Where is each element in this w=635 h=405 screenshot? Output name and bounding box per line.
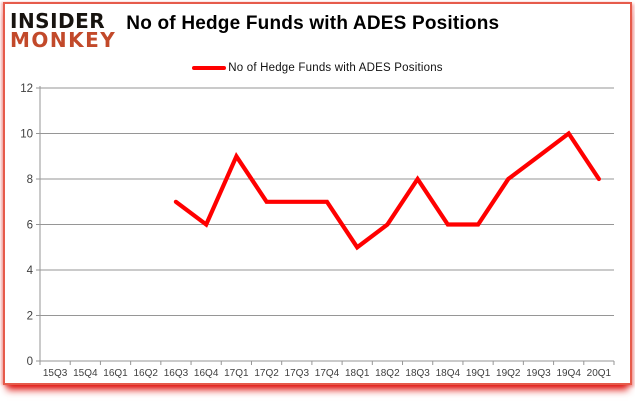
x-axis-label: 18Q3 — [405, 368, 430, 379]
x-axis-label: 18Q4 — [436, 368, 461, 379]
x-axis-label: 17Q4 — [315, 368, 340, 379]
logo-insider: INSIDER — [10, 9, 106, 33]
y-axis-label: 0 — [27, 356, 33, 368]
y-axis-label: 2 — [27, 311, 33, 323]
x-axis-label: 16Q4 — [194, 368, 219, 379]
y-axis-label: 8 — [27, 174, 33, 186]
x-axis-label: 19Q1 — [466, 368, 491, 379]
x-axis-label: 20Q1 — [587, 368, 612, 379]
legend-line-swatch — [192, 65, 227, 71]
x-axis-label: 15Q3 — [43, 368, 68, 379]
x-axis-label: 16Q3 — [164, 368, 189, 379]
legend-label: No of Hedge Funds with ADES Positions — [228, 62, 443, 74]
x-axis-label: 19Q2 — [496, 368, 521, 379]
chart-legend: No of Hedge Funds with ADES Positions — [5, 60, 630, 76]
x-axis-label: 17Q1 — [224, 368, 249, 379]
chart-title: No of Hedge Funds with ADES Positions — [126, 13, 500, 34]
chart-frame: 0 2 4 6 8 10 12 15Q3 15Q4 16Q1 16Q2 16Q3 16Q4 17Q1 17Q… — [3, 2, 632, 385]
x-axis-label: 16Q2 — [134, 368, 159, 379]
x-axis-label: 19Q3 — [526, 368, 551, 379]
logo-monkey: MONKEY — [10, 28, 117, 52]
chart-header: INSIDER MONKEY No of Hedge Funds with AD… — [10, 9, 625, 57]
y-axis-label: 10 — [20, 129, 33, 141]
x-axis-label: 16Q1 — [103, 368, 128, 379]
x-axis-label: 18Q1 — [345, 368, 370, 379]
x-axis-label: 17Q3 — [285, 368, 310, 379]
insider-monkey-logo: INSIDER MONKEY — [10, 9, 117, 52]
x-axis-label: 15Q4 — [73, 368, 98, 379]
series-line — [173, 130, 601, 251]
y-axis-label: 6 — [27, 220, 33, 232]
plot-area: 0 2 4 6 8 10 12 15Q3 15Q4 16Q1 16Q2 16Q3 16Q4 17Q1 17Q… — [20, 83, 615, 379]
y-axis-label: 4 — [27, 265, 34, 277]
x-axis-label: 17Q2 — [254, 368, 279, 379]
x-axis-label: 19Q4 — [556, 368, 581, 379]
y-axis-label: 12 — [20, 83, 33, 95]
x-axis-label: 18Q2 — [375, 368, 400, 379]
